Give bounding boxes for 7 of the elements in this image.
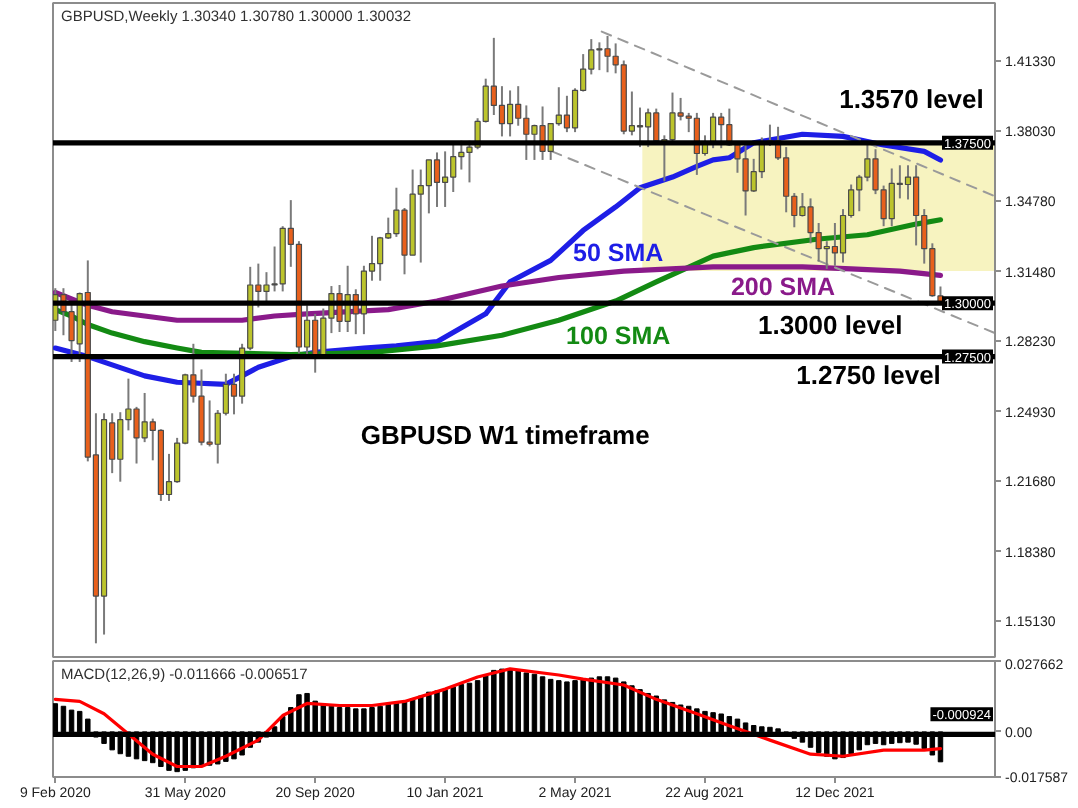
annotation: GBPUSD W1 timeframe [360, 419, 650, 450]
series-label: 100 SMA [566, 321, 671, 350]
annotation: 1.3570 level [839, 83, 984, 114]
annotation: 1.3000 level [757, 310, 903, 341]
annotation: 1.2750 level [796, 359, 941, 390]
series-label: 200 SMA [730, 272, 836, 301]
series-label: 50 SMA [573, 238, 664, 267]
